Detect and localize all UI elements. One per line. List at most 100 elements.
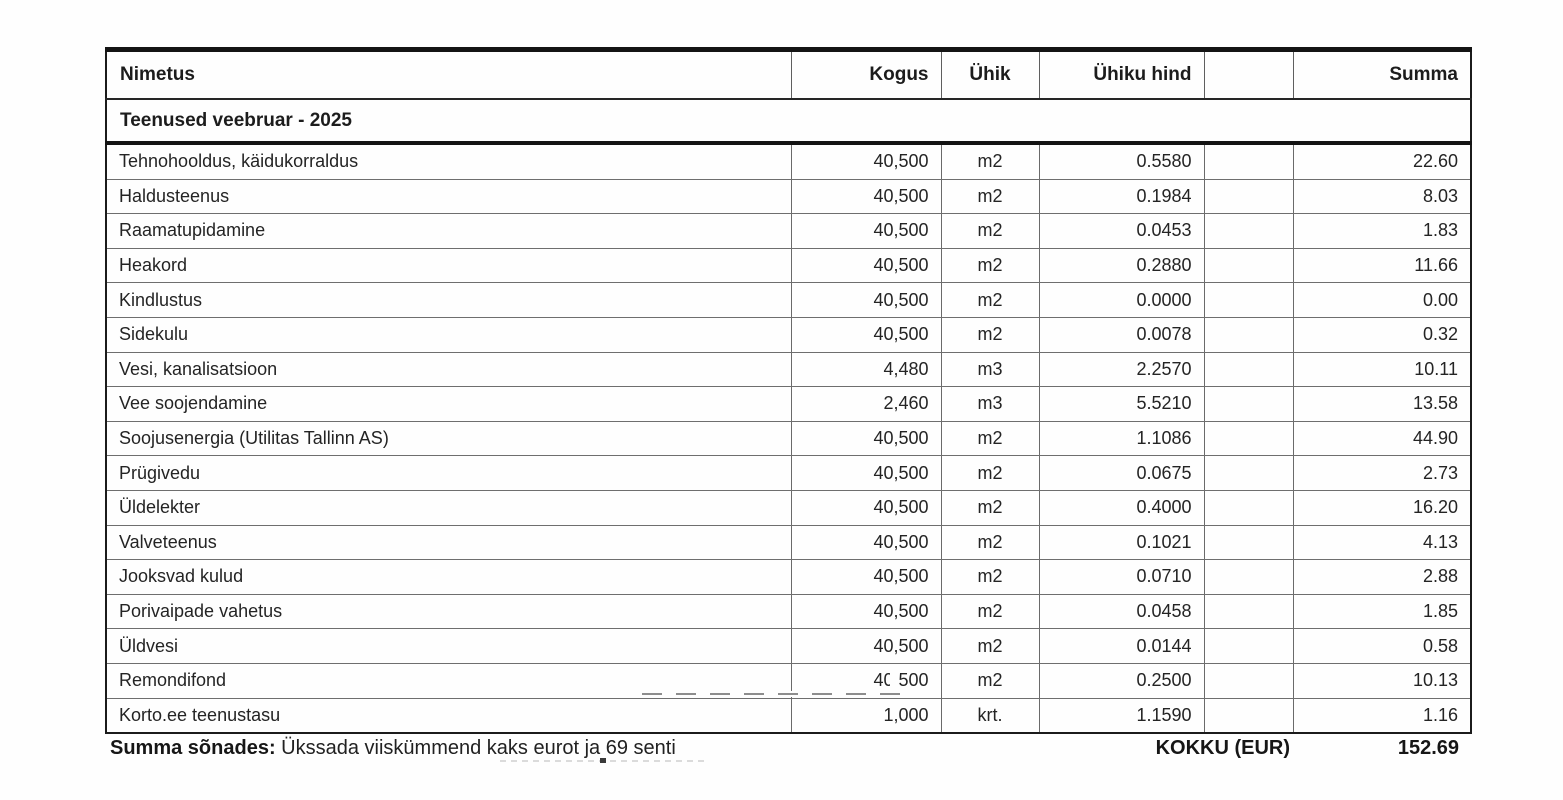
unit-price-cell: 1.1086 [1038,421,1204,457]
sum-cell: 10.13 [1292,663,1471,699]
table-row: Haldusteenus 40,500 m2 0.1984 8.03 [106,179,1471,215]
unit-price-cell: 5.5210 [1038,386,1204,422]
quantity-cell: 40,500 [790,317,941,353]
table-row: Soojusenergia (Utilitas Tallinn AS) 40,5… [106,421,1471,457]
quantity-cell: 40,500 [790,421,941,457]
quantity-cell: 40,500 [790,213,941,249]
col-header-empty [1203,49,1293,100]
quantity-cell: 40,500 [790,455,941,491]
service-name-cell: Soojusenergia (Utilitas Tallinn AS) [106,421,791,457]
table-row: Sidekulu 40,500 m2 0.0078 0.32 [106,317,1471,353]
table-row: Kindlustus 40,500 m2 0.0000 0.00 [106,282,1471,318]
unit-price-cell: 0.0710 [1038,559,1204,595]
service-name-cell: Porivaipade vahetus [106,594,791,630]
empty-cell [1203,698,1293,734]
service-name-cell: Üldvesi [106,628,791,664]
table-row: Valveteenus 40,500 m2 0.1021 4.13 [106,525,1471,561]
quantity-cell: 40,500 [790,282,941,318]
unit-cell: m2 [940,179,1039,215]
quantity-cell: 40,500 [790,559,941,595]
service-name-cell: Valveteenus [106,525,791,561]
service-name-cell: Heakord [106,248,791,284]
quantity-cell: 40,500 [790,525,941,561]
totals-footer: Summa sõnades: Ükssada viiskümmend kaks … [105,737,1470,765]
total-label: KOKKU (EUR) [1155,737,1290,759]
unit-cell: m2 [940,143,1039,180]
sum-cell: 0.32 [1292,317,1471,353]
empty-cell [1203,421,1293,457]
sum-cell: 10.11 [1292,352,1471,388]
sum-cell: 0.58 [1292,628,1471,664]
empty-cell [1203,628,1293,664]
quantity-cell: 40,500 [790,490,941,526]
table-row: Raamatupidamine 40,500 m2 0.0453 1.83 [106,213,1471,249]
empty-cell [1203,317,1293,353]
unit-price-cell: 2.2570 [1038,352,1204,388]
service-name-cell: Prügivedu [106,455,791,491]
unit-cell: m2 [940,559,1039,595]
empty-cell [1203,594,1293,630]
unit-cell: m2 [940,663,1039,699]
service-name-cell: Haldusteenus [106,179,791,215]
sum-cell: 8.03 [1292,179,1471,215]
invoice-sheet: Nimetus Kogus Ühik Ühiku hind Summa Teen… [105,47,1472,735]
unit-cell: m2 [940,317,1039,353]
unit-price-cell: 1.1590 [1038,698,1204,734]
empty-cell [1203,179,1293,215]
table-row: Remondifond 40,500 m2 0.2500 10.13 [106,663,1471,699]
sum-cell: 22.60 [1292,143,1471,180]
table-row: Vesi, kanalisatsioon 4,480 m3 2.2570 10.… [106,352,1471,388]
service-name-cell: Üldelekter [106,490,791,526]
amount-in-words: Summa sõnades: Ükssada viiskümmend kaks … [110,737,676,760]
scan-artifact-dashed-line [642,693,910,695]
sum-cell: 1.85 [1292,594,1471,630]
service-name-cell: Jooksvad kulud [106,559,791,595]
scan-artifact-tick [600,758,606,763]
table-row: Üldvesi 40,500 m2 0.0144 0.58 [106,628,1471,664]
sum-cell: 13.58 [1292,386,1471,422]
unit-price-cell: 0.2500 [1038,663,1204,699]
empty-cell [1203,490,1293,526]
scan-artifact-comma-mask [890,666,898,691]
empty-cell [1203,248,1293,284]
empty-cell [1203,525,1293,561]
quantity-cell: 4,480 [790,352,941,388]
sum-cell: 1.16 [1292,698,1471,734]
unit-price-cell: 0.1984 [1038,179,1204,215]
quantity-cell: 40,500 [790,179,941,215]
sum-cell: 2.73 [1292,455,1471,491]
unit-price-cell: 0.5580 [1038,143,1204,180]
amount-in-words-text: Ükssada viiskümmend kaks eurot ja 69 sen… [275,737,676,759]
unit-cell: m3 [940,352,1039,388]
empty-cell [1203,663,1293,699]
unit-price-cell: 0.0675 [1038,455,1204,491]
table-row: Üldelekter 40,500 m2 0.4000 16.20 [106,490,1471,526]
sum-cell: 1.83 [1292,213,1471,249]
unit-cell: krt. [940,698,1039,734]
unit-cell: m2 [940,213,1039,249]
unit-cell: m2 [940,594,1039,630]
table-row: Vee soojendamine 2,460 m3 5.5210 13.58 [106,386,1471,422]
service-name-cell: Vee soojendamine [106,386,791,422]
table-row: Jooksvad kulud 40,500 m2 0.0710 2.88 [106,559,1471,595]
unit-price-cell: 0.0458 [1038,594,1204,630]
unit-cell: m2 [940,628,1039,664]
service-name-cell: Raamatupidamine [106,213,791,249]
unit-cell: m3 [940,386,1039,422]
quantity-cell: 2,460 [790,386,941,422]
sum-cell: 4.13 [1292,525,1471,561]
amount-in-words-label: Summa sõnades: [110,737,276,759]
unit-price-cell: 0.0078 [1038,317,1204,353]
empty-cell [1203,386,1293,422]
quantity-cell: 40,500 [790,628,941,664]
total-value: 152.69 [1397,737,1459,759]
sum-cell: 44.90 [1292,421,1471,457]
empty-cell [1203,455,1293,491]
empty-cell [1203,282,1293,318]
col-header-summa: Summa [1292,49,1471,100]
empty-cell [1203,213,1293,249]
service-name-cell: Sidekulu [106,317,791,353]
unit-cell: m2 [940,455,1039,491]
sum-cell: 0.00 [1292,282,1471,318]
service-name-cell: Tehnohooldus, käidukorraldus [106,143,791,180]
